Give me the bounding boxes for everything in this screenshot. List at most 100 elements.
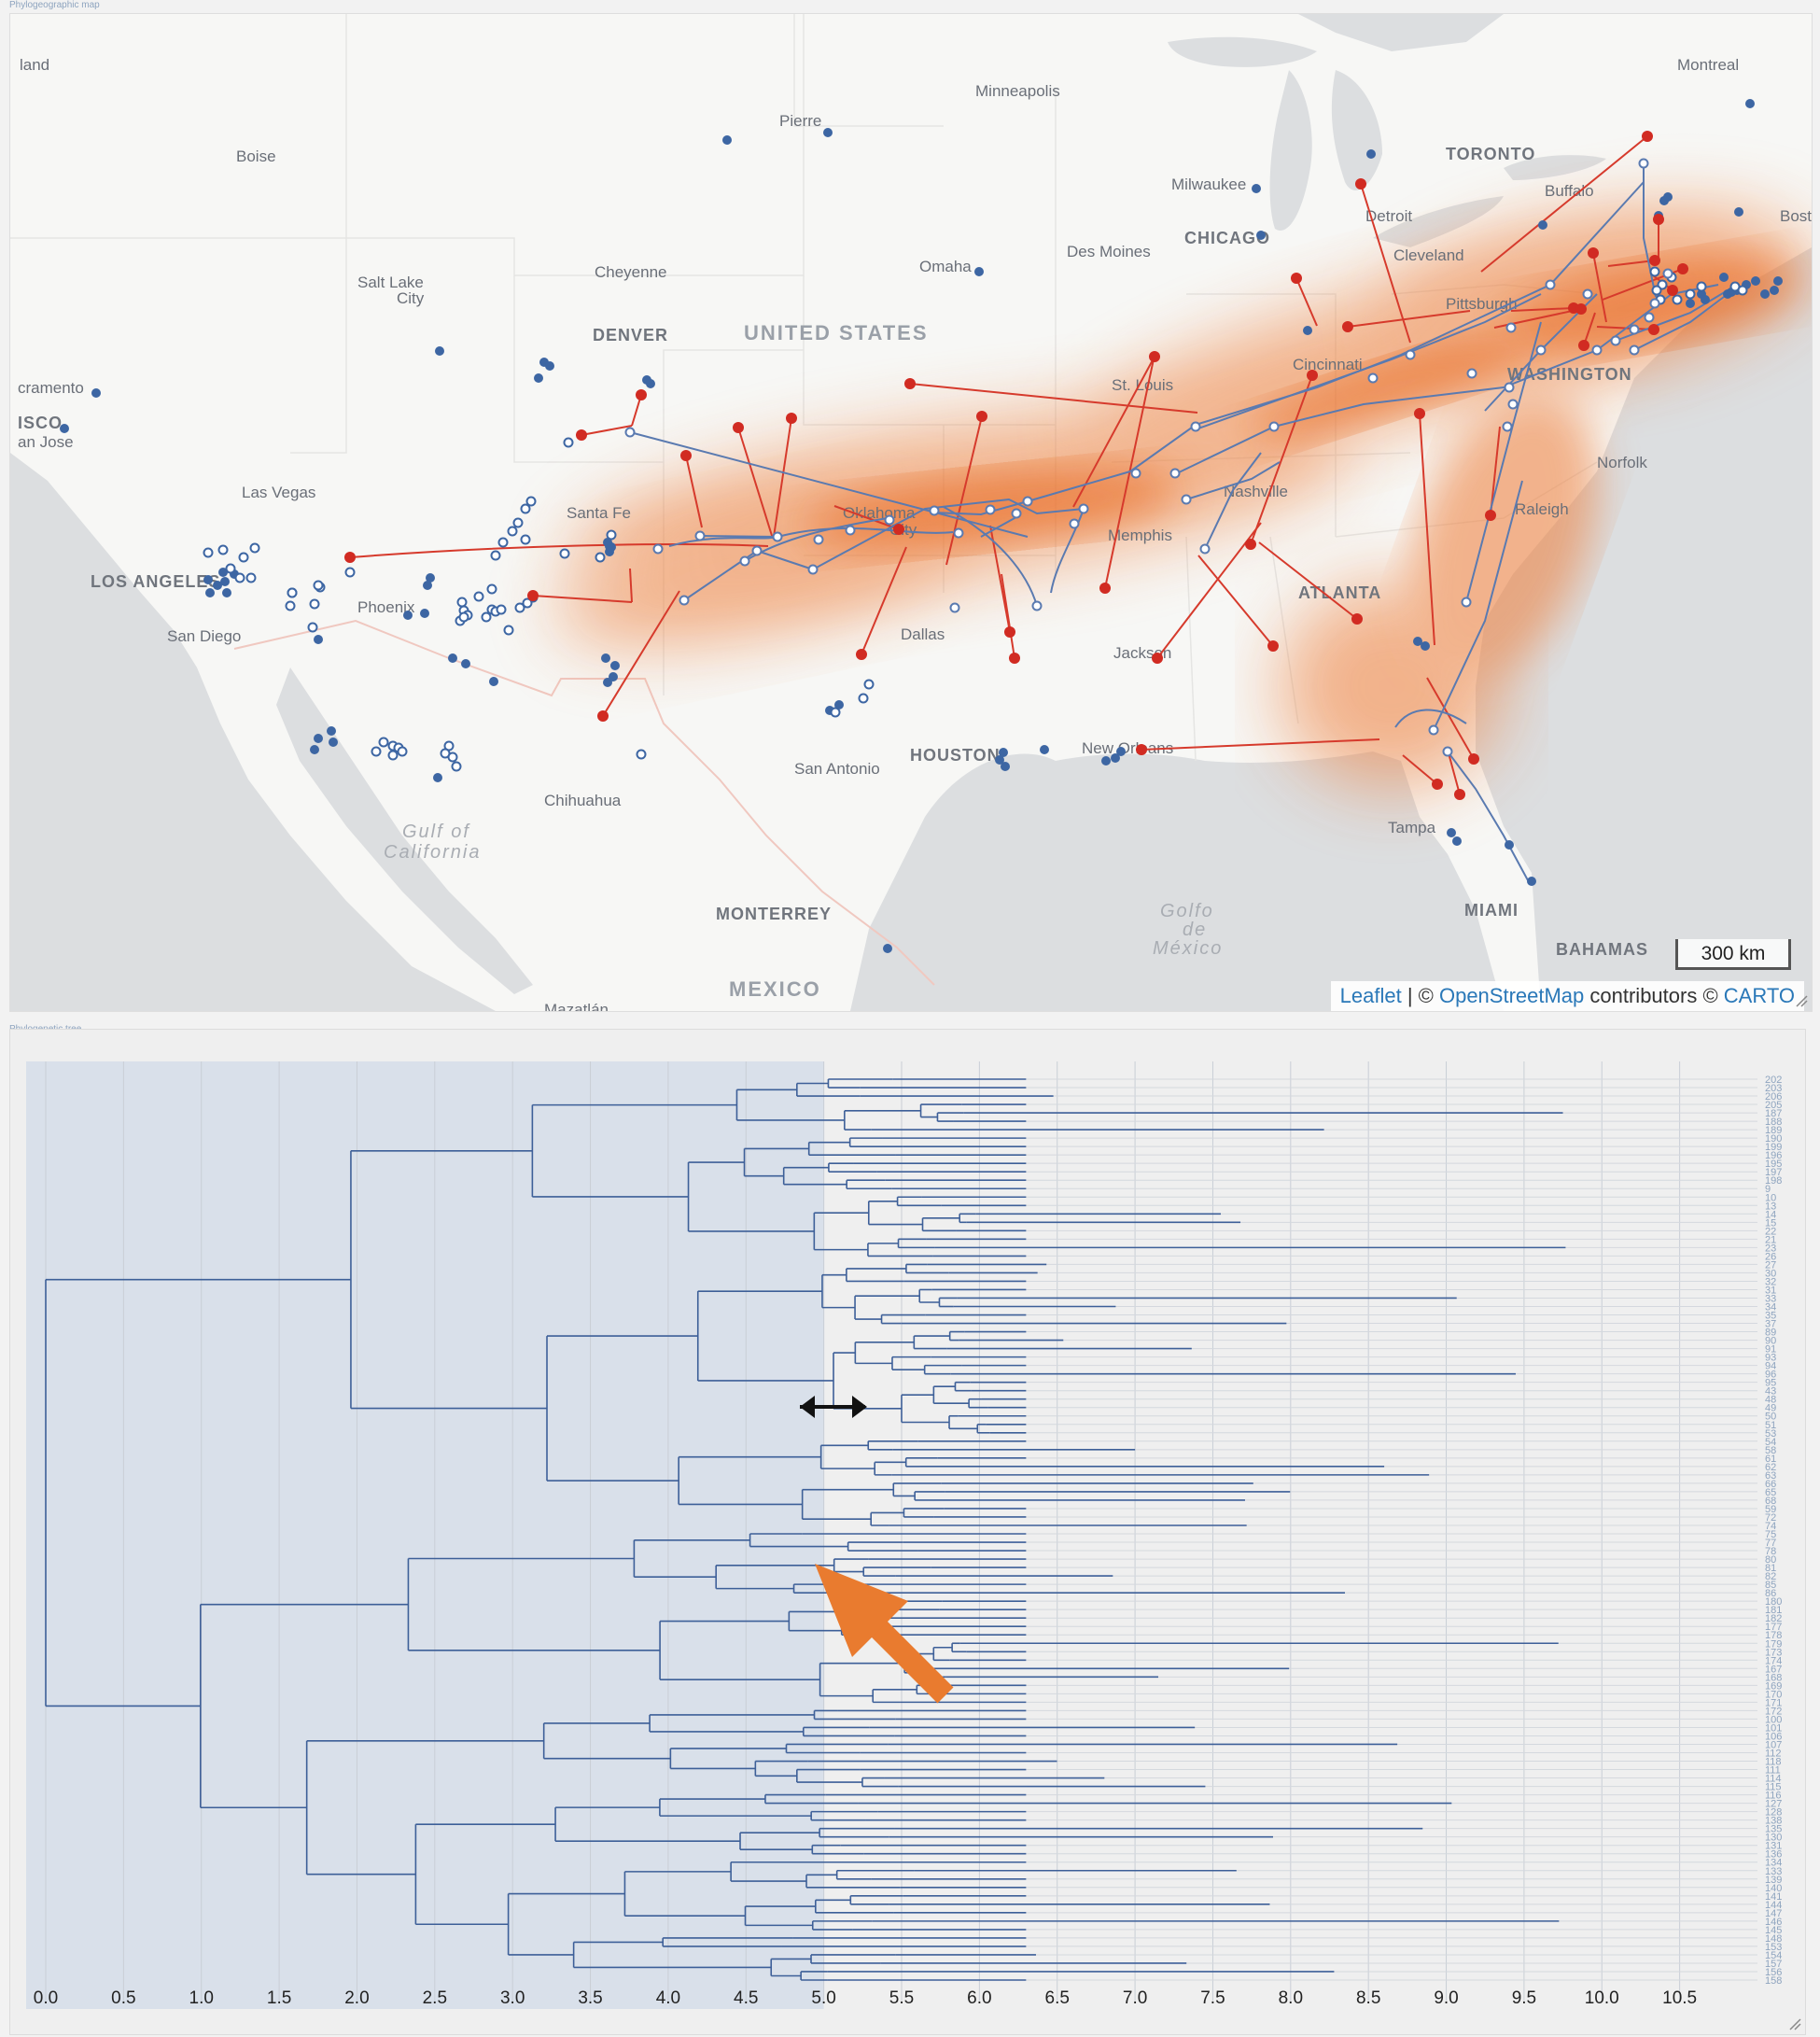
carto-link[interactable]: CARTO [1723, 984, 1795, 1007]
location-point [1303, 326, 1312, 335]
location-point [974, 267, 984, 276]
tree-resize-handle-icon[interactable] [1788, 2017, 1801, 2030]
location-point [999, 748, 1008, 757]
ancestral-node [1169, 468, 1181, 479]
ancestral-node [813, 534, 824, 545]
sampled-location-point [1245, 539, 1256, 550]
location-point [307, 622, 318, 633]
location-point [313, 580, 324, 591]
leaflet-link[interactable]: Leaflet [1339, 984, 1402, 1007]
location-point [883, 944, 892, 953]
sampled-location-point [1152, 653, 1163, 664]
sampled-location-point [527, 590, 539, 601]
place-label: Buffalo [1545, 182, 1594, 200]
location-point [314, 734, 323, 743]
osm-link[interactable]: OpenStreetMap [1438, 984, 1585, 1007]
location-point [607, 542, 616, 552]
axis-tick-label: 10.0 [1585, 1988, 1619, 2008]
place-label: BAHAMAS [1556, 940, 1648, 959]
sampled-location-point [1099, 583, 1111, 594]
ancestral-node [652, 543, 664, 555]
place-label: Omaha [919, 258, 972, 275]
tip-label: 53 [1765, 1428, 1776, 1440]
tip-label: 30 [1765, 1268, 1776, 1279]
ancestral-node [1507, 399, 1519, 410]
place-label: Cincinnati [1293, 356, 1363, 373]
tip-label: 74 [1765, 1521, 1776, 1532]
tip-label: 51 [1765, 1420, 1776, 1431]
tip-label: 14 [1765, 1209, 1776, 1220]
tip-label: 114 [1765, 1774, 1782, 1785]
place-label: Gulf of [402, 822, 470, 842]
location-point [91, 388, 101, 398]
location-point [397, 746, 408, 757]
location-point [344, 567, 356, 578]
axis-tick-label: 4.5 [734, 1988, 758, 2008]
location-point [238, 552, 249, 563]
lake-huron [1331, 70, 1382, 190]
tip-label: 85 [1765, 1580, 1776, 1591]
tip-label: 94 [1765, 1361, 1776, 1372]
location-point [514, 602, 525, 613]
phylogeographic-map[interactable]: land Boise Salt Lake City cramento ISCO an Jos… [9, 13, 1813, 1012]
tip-label: 48 [1765, 1395, 1776, 1406]
tip-label: 157 [1765, 1959, 1782, 1970]
sampled-location-point [1355, 178, 1366, 190]
location-point [722, 135, 732, 145]
tip-label: 130 [1765, 1833, 1782, 1844]
place-label: Boise [236, 148, 276, 165]
place-label: Dallas [901, 625, 945, 643]
location-point [1760, 289, 1770, 299]
location-point [1252, 184, 1261, 193]
tip-label: 13 [1765, 1201, 1776, 1212]
ancestral-node [1629, 344, 1640, 356]
location-point [1452, 836, 1462, 846]
axis-tick-label: 8.5 [1356, 1988, 1380, 2008]
time-selection-shade[interactable] [26, 1061, 824, 2009]
place-label: Las Vegas [242, 484, 315, 501]
location-point [309, 598, 320, 610]
tip-label: 173 [1765, 1647, 1782, 1658]
tip-label: 15 [1765, 1217, 1776, 1229]
place-label: Milwaukee [1171, 176, 1246, 193]
location-point [1770, 286, 1779, 295]
ancestral-node [739, 555, 750, 567]
sampled-location-point [1291, 273, 1302, 284]
tip-label: 111 [1765, 1765, 1781, 1777]
sampled-location-point [1667, 285, 1678, 296]
phylogenetic-tree[interactable]: 202 203 206 205 187 188 189 190 199 196 195 197 198 9… [9, 1029, 1806, 2035]
tip-label: 35 [1765, 1311, 1776, 1322]
axis-tick-label: 4.0 [656, 1988, 680, 2008]
tip-branches [349, 135, 1684, 795]
sampled-location-point [1267, 640, 1279, 652]
sampled-location-point [1149, 351, 1160, 362]
location-point [1538, 220, 1547, 230]
ancestral-node [1428, 724, 1439, 736]
tip-label: 190 [1765, 1133, 1782, 1145]
tree-tip-labels: 2022032062051871881891901991961951971989… [1765, 1075, 1782, 1987]
ancestral-node [1662, 268, 1673, 279]
place-label: Golfo [1160, 901, 1214, 921]
ancestral-node [1022, 496, 1033, 507]
ancestral-node [845, 525, 856, 536]
location-point [522, 597, 533, 609]
tip-label: 187 [1765, 1108, 1782, 1119]
map-resize-handle-icon[interactable] [1795, 994, 1808, 1007]
sampled-location-point [786, 413, 797, 424]
sampled-location-point [1578, 340, 1589, 351]
place-label: Minneapolis [975, 82, 1060, 100]
tip-label: 116 [1765, 1791, 1782, 1802]
resize-cursor-icon[interactable] [800, 1396, 867, 1418]
axis-tick-label: 6.5 [1045, 1988, 1070, 2008]
place-label: Oklahoma [843, 504, 916, 522]
location-point [636, 749, 647, 760]
location-point [327, 726, 336, 736]
place-label: an Jose [18, 433, 74, 451]
sampled-location-point [636, 389, 647, 400]
tree-canvas[interactable]: 2022032062051871881891901991961951971989… [10, 1030, 1805, 2034]
location-point [1505, 840, 1514, 850]
location-point [203, 575, 213, 584]
tip-label: 68 [1765, 1496, 1776, 1507]
tip-label: 32 [1765, 1276, 1776, 1287]
